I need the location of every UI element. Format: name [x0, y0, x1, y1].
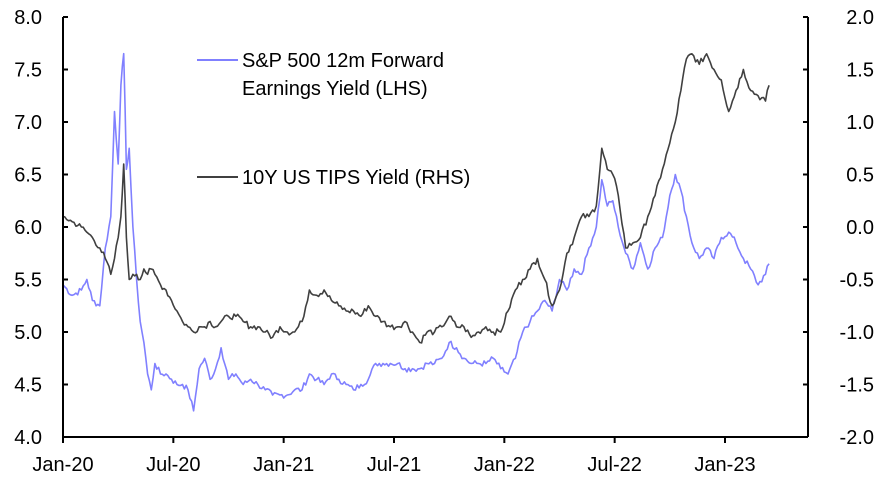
right-y-tick-label: 0.0	[846, 217, 874, 239]
x-tick-label: Jan-21	[253, 454, 314, 476]
left-y-tick-label: 6.5	[14, 165, 42, 187]
x-tick-label: Jan-20	[32, 454, 93, 476]
legend-label-earnings-yield-line1: S&P 500 12m Forward	[242, 50, 444, 72]
x-tick-label: Jul-22	[587, 454, 641, 476]
left-y-tick-label: 6.0	[14, 217, 42, 239]
left-y-tick-label: 7.5	[14, 60, 42, 82]
right-y-tick-label: -1.5	[840, 375, 874, 397]
right-y-tick-label: 0.5	[846, 165, 874, 187]
ticks-layer: 4.0 4.5 5.0 5.5 6.0 6.5 7.0 7.5 8.0 -2.0 -1.5 -1.0 -…	[14, 7, 874, 476]
series-line-earnings-yield	[62, 52, 770, 412]
left-y-tick-label: 4.5	[14, 375, 42, 397]
right-y-tick-label: 1.0	[846, 112, 874, 134]
series-line-tips-yield	[62, 53, 770, 344]
axes-layer	[62, 17, 809, 438]
x-tick-label: Jan-22	[474, 454, 535, 476]
series-layer	[62, 52, 770, 412]
left-y-tick-label: 5.0	[14, 322, 42, 344]
left-y-tick-label: 4.0	[14, 427, 42, 449]
x-tick-label: Jul-20	[146, 454, 200, 476]
left-y-tick-label: 7.0	[14, 112, 42, 134]
right-y-tick-label: -2.0	[840, 427, 874, 449]
x-tick-label: Jul-21	[367, 454, 421, 476]
right-y-tick-label: 1.5	[846, 60, 874, 82]
left-y-tick-label: 5.5	[14, 270, 42, 292]
right-y-tick-label: 2.0	[846, 7, 874, 29]
legend: S&P 500 12m Forward Earnings Yield (LHS)…	[197, 50, 470, 189]
x-tick-label: Jan-23	[694, 454, 755, 476]
right-y-tick-label: -1.0	[840, 322, 874, 344]
left-y-tick-label: 8.0	[14, 7, 42, 29]
right-y-tick-label: -0.5	[840, 270, 874, 292]
legend-label-earnings-yield-line2: Earnings Yield (LHS)	[242, 78, 428, 100]
legend-label-tips-yield: 10Y US TIPS Yield (RHS)	[242, 167, 470, 189]
